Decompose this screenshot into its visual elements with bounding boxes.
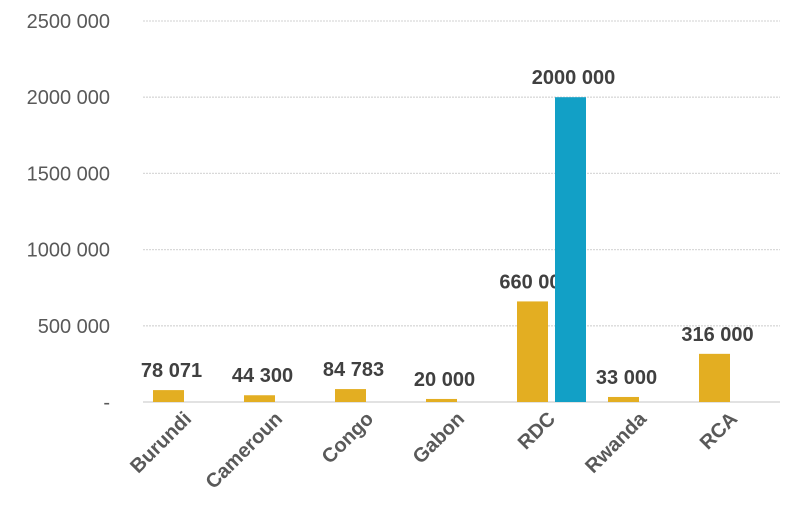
bar-rwanda-series-1 bbox=[608, 396, 639, 402]
x-tick-label: Cameroun bbox=[202, 408, 287, 493]
bar-burundi-series-1 bbox=[153, 390, 184, 402]
x-tick-label: Rwanda bbox=[581, 407, 651, 477]
bar-congo-series-1 bbox=[335, 389, 366, 402]
bar-rca-series-1 bbox=[699, 353, 730, 402]
x-tick-label: Burundi bbox=[126, 408, 196, 478]
data-label: 84 783 bbox=[323, 359, 384, 381]
x-tick-label: Gabon bbox=[409, 408, 469, 468]
data-label: 33 000 bbox=[596, 367, 657, 389]
x-tick-label: RDC bbox=[514, 408, 560, 454]
y-tick-label: 1000 000 bbox=[27, 240, 110, 262]
x-tick-label: Congo bbox=[318, 408, 378, 468]
bar-rdc-series-2 bbox=[555, 97, 586, 402]
data-label: 78 071 bbox=[141, 360, 202, 382]
y-tick-label: 2500 000 bbox=[27, 11, 110, 33]
y-tick-label: - bbox=[103, 392, 110, 414]
data-label: 44 300 bbox=[232, 365, 293, 387]
y-tick-label: 2000 000 bbox=[27, 87, 110, 109]
x-tick-label: RCA bbox=[696, 408, 742, 454]
data-label: 316 000 bbox=[681, 324, 753, 346]
y-tick-label: 500 000 bbox=[38, 316, 110, 338]
bar-cameroun-series-1 bbox=[244, 395, 275, 402]
data-label: 660 000 bbox=[499, 271, 571, 293]
bar-gabon-series-1 bbox=[426, 398, 457, 402]
bar-rdc-series-1 bbox=[517, 301, 548, 402]
data-label: 2000 000 bbox=[532, 67, 615, 89]
y-tick-label: 1500 000 bbox=[27, 163, 110, 185]
data-label: 20 000 bbox=[414, 369, 475, 391]
